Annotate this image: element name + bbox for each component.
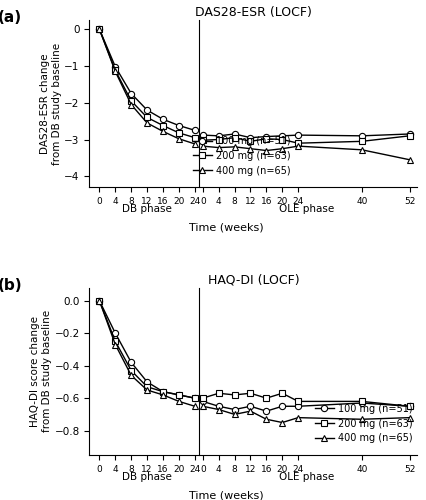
Text: (a): (a) [0,10,22,25]
100 mg (n=51) [97,298,102,304]
100 mg (n=51) [192,395,197,401]
400 mg (n=65) [176,398,181,404]
200 mg (n=63) [161,122,166,128]
Line: 100 mg (n=51): 100 mg (n=51) [96,298,198,402]
100 mg (n=51) [161,388,166,394]
100 mg (n=51) [144,107,150,113]
200 mg (n=63) [113,68,118,73]
100 mg (n=51) [192,128,197,134]
Line: 400 mg (n=65): 400 mg (n=65) [96,298,198,410]
400 mg (n=65) [161,392,166,398]
400 mg (n=65) [192,404,197,409]
Legend: 100 mg (n=51), 200 mg (n=63), 400 mg (n=65): 100 mg (n=51), 200 mg (n=63), 400 mg (n=… [193,136,291,176]
200 mg (n=63) [176,130,181,136]
400 mg (n=65) [113,342,118,347]
200 mg (n=63) [129,368,134,374]
Text: DB phase: DB phase [122,472,172,482]
Title: HAQ-DI (LOCF): HAQ-DI (LOCF) [207,274,299,286]
Text: DB phase: DB phase [122,204,172,214]
100 mg (n=51) [113,330,118,336]
Line: 100 mg (n=51): 100 mg (n=51) [96,26,198,134]
200 mg (n=63) [97,26,102,32]
Y-axis label: DAS28-ESR change
from DB study baseline: DAS28-ESR change from DB study baseline [40,42,62,164]
400 mg (n=65) [129,102,134,107]
200 mg (n=63) [144,384,150,390]
Title: DAS28-ESR (LOCF): DAS28-ESR (LOCF) [195,6,312,19]
400 mg (n=65) [144,120,150,126]
200 mg (n=63) [176,392,181,398]
100 mg (n=51) [176,392,181,398]
Line: 200 mg (n=63): 200 mg (n=63) [96,26,198,141]
400 mg (n=65) [161,128,166,134]
200 mg (n=63) [113,338,118,344]
Text: OLE phase: OLE phase [279,472,334,482]
200 mg (n=63) [192,395,197,401]
Y-axis label: HAQ-DI score change
from DB study baseline: HAQ-DI score change from DB study baseli… [30,310,52,432]
100 mg (n=51) [144,379,150,385]
100 mg (n=51) [113,64,118,70]
100 mg (n=51) [129,90,134,96]
400 mg (n=65) [97,298,102,304]
Legend: 100 mg (n=51), 200 mg (n=63), 400 mg (n=65): 100 mg (n=51), 200 mg (n=63), 400 mg (n=… [315,404,413,444]
400 mg (n=65) [113,68,118,74]
Text: OLE phase: OLE phase [279,204,334,214]
400 mg (n=65) [192,141,197,147]
200 mg (n=63) [192,134,197,140]
100 mg (n=51) [97,26,102,32]
100 mg (n=51) [176,122,181,128]
Text: (b): (b) [0,278,22,292]
400 mg (n=65) [97,26,102,32]
Line: 400 mg (n=65): 400 mg (n=65) [96,26,198,147]
Line: 200 mg (n=63): 200 mg (n=63) [96,298,198,402]
200 mg (n=63) [97,298,102,304]
Text: Time (weeks): Time (weeks) [189,490,264,500]
Text: Time (weeks): Time (weeks) [189,222,264,232]
100 mg (n=51) [161,116,166,122]
100 mg (n=51) [129,360,134,366]
400 mg (n=65) [176,136,181,142]
400 mg (n=65) [129,372,134,378]
400 mg (n=65) [144,387,150,393]
200 mg (n=63) [161,388,166,394]
200 mg (n=63) [144,114,150,120]
200 mg (n=63) [129,98,134,104]
